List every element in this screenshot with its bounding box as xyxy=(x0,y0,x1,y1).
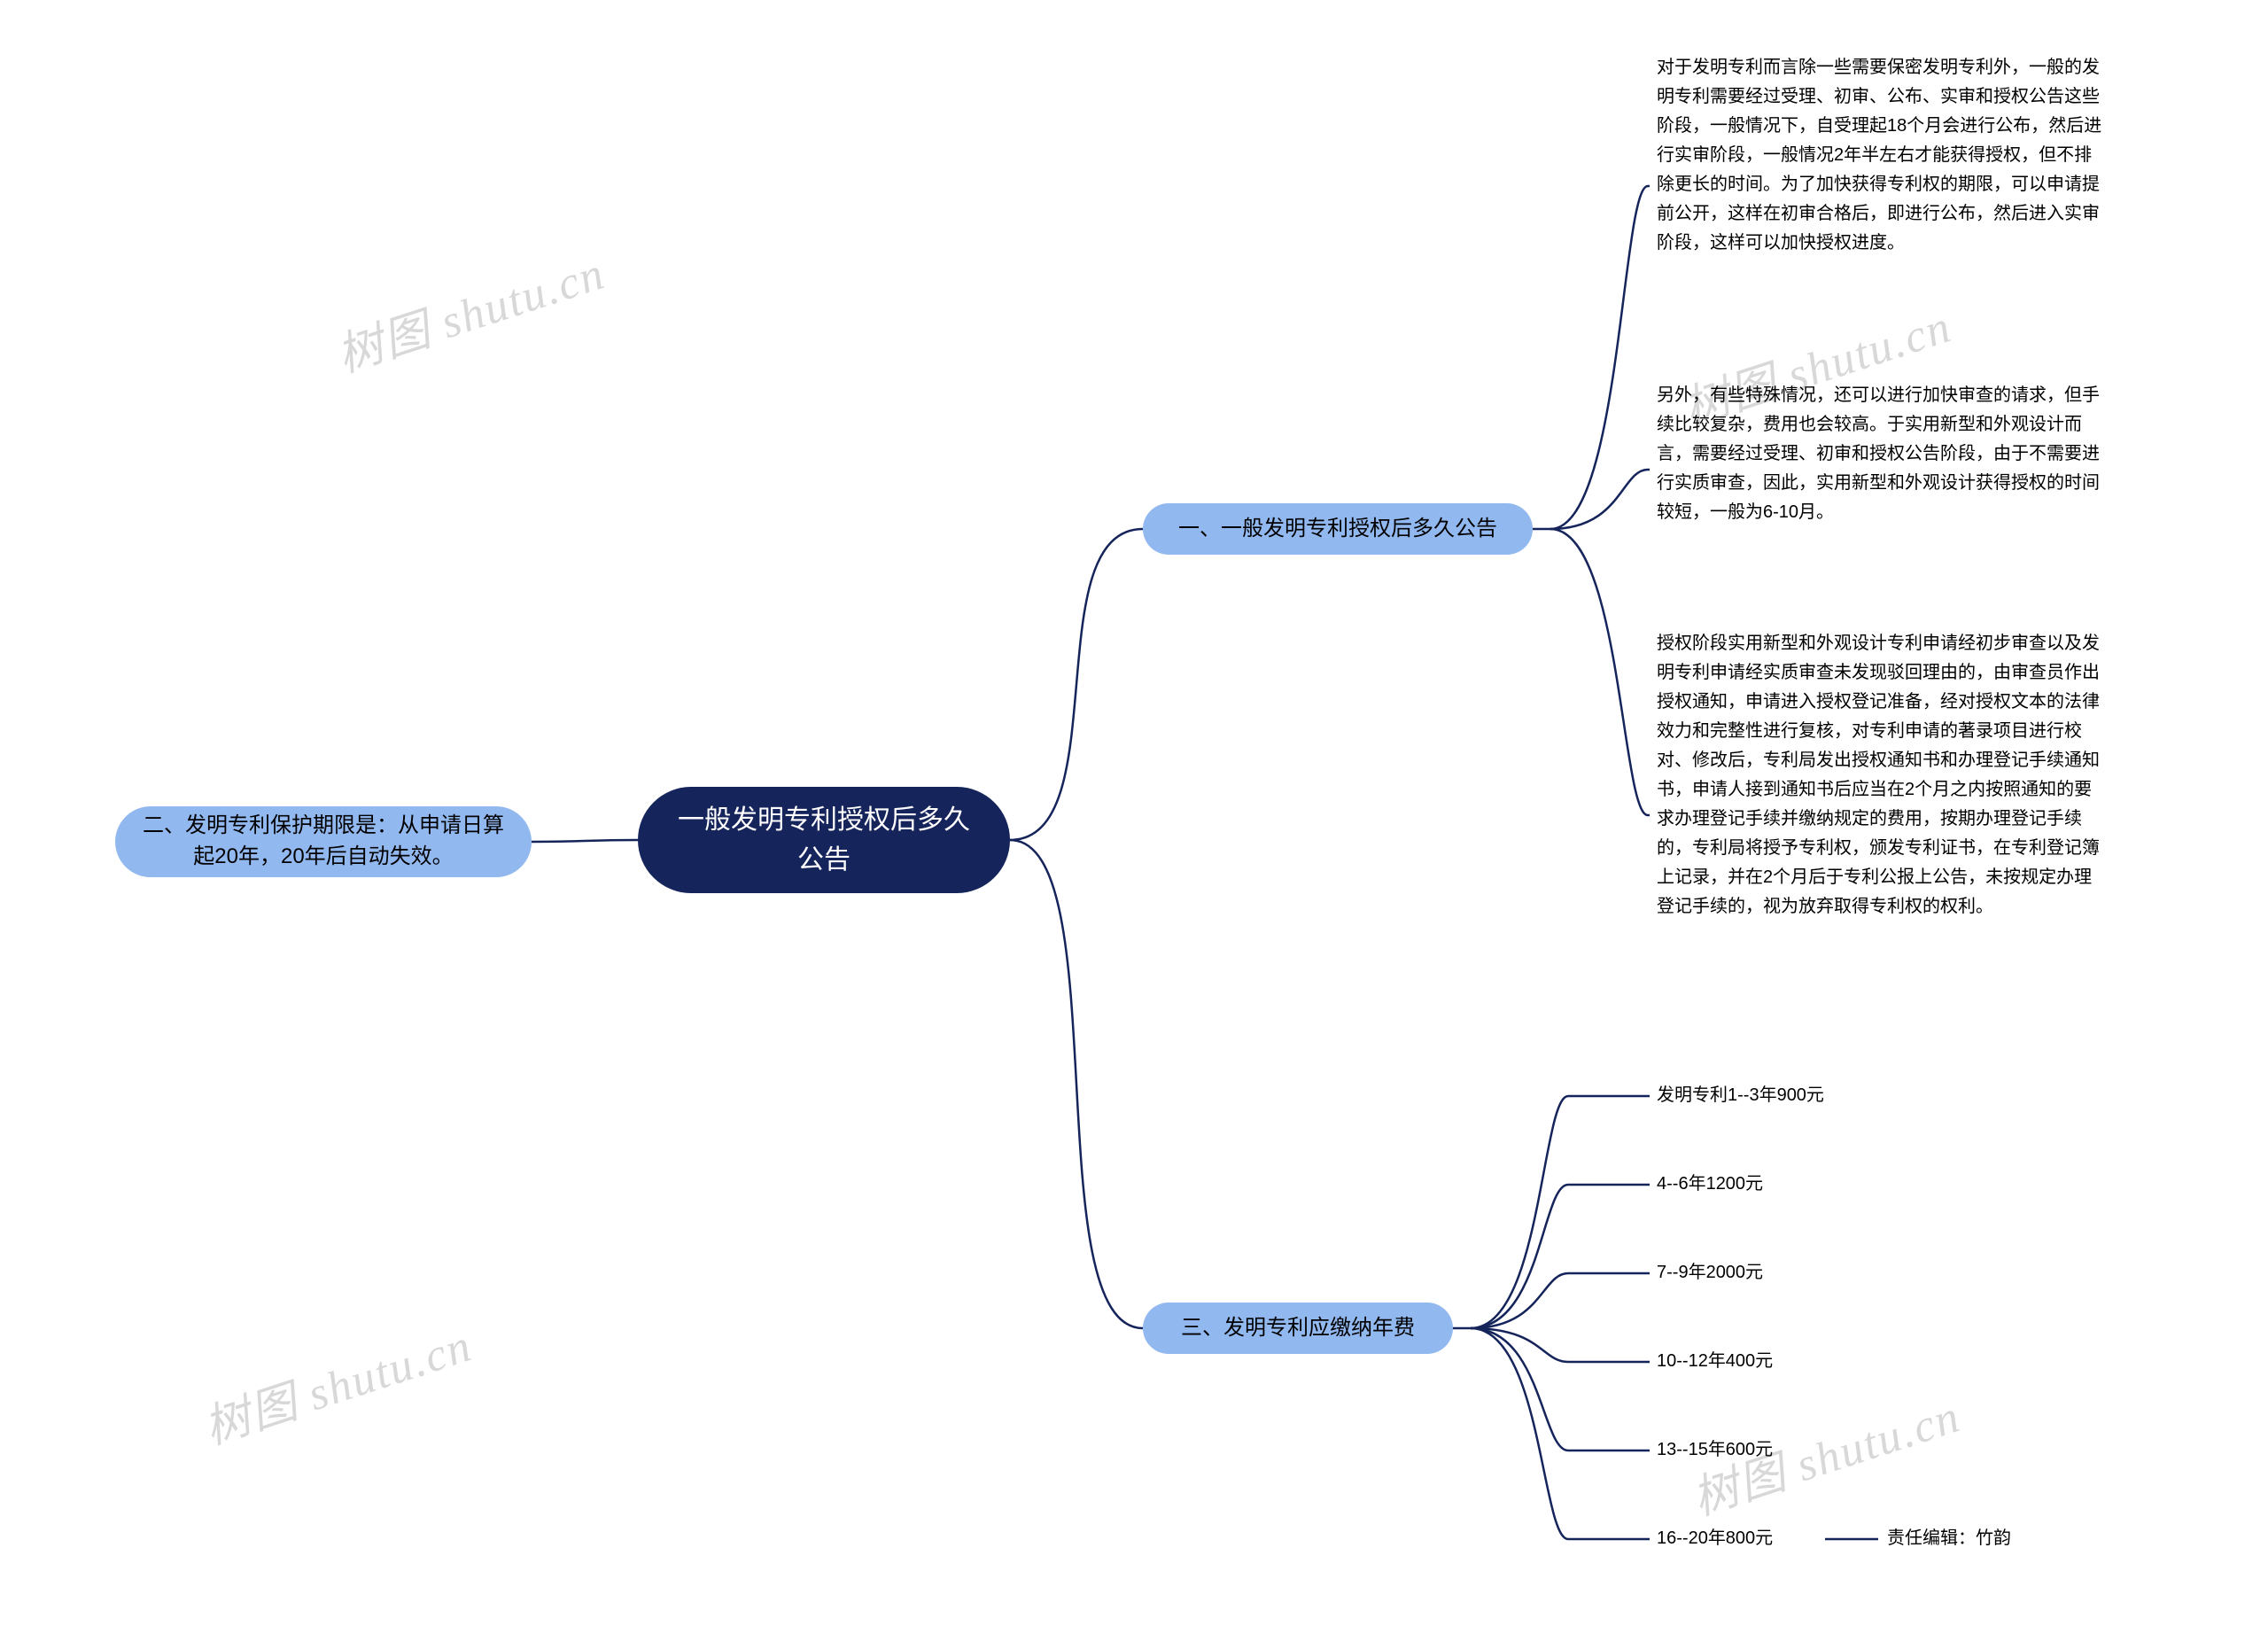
connector xyxy=(1471,1328,1568,1362)
b3-leaf-3: 10--12年400元 xyxy=(1657,1347,1825,1377)
branch-label: 一、一般发明专利授权后多久公告 xyxy=(1178,514,1497,545)
connector xyxy=(1471,1096,1568,1328)
branch-left[interactable]: 二、发明专利保护期限是：从申请日算起20年，20年后自动失效。 xyxy=(115,806,532,877)
branch-b1[interactable]: 一、一般发明专利授权后多久公告 xyxy=(1143,503,1533,555)
connector xyxy=(1471,1185,1568,1328)
branch-b3[interactable]: 三、发明专利应缴纳年费 xyxy=(1143,1303,1453,1354)
branch-label: 三、发明专利应缴纳年费 xyxy=(1181,1313,1415,1344)
b1-leaf-1: 另外，有些特殊情况，还可以进行加快审查的请求，但手续比较复杂，费用也会较高。于实… xyxy=(1657,381,2109,558)
b1-leaf-0: 对于发明专利而言除一些需要保密发明专利外，一般的发明专利需要经过受理、初审、公布… xyxy=(1657,53,2109,319)
watermark: 树图 shutu.cn xyxy=(327,236,612,385)
root-node[interactable]: 一般发明专利授权后多久公告 xyxy=(638,787,1010,893)
watermark: 树图 shutu.cn xyxy=(194,1308,479,1457)
connector xyxy=(1471,1328,1568,1539)
connector xyxy=(1550,186,1648,529)
connector xyxy=(1550,470,1648,529)
connector xyxy=(532,840,638,842)
b3-leaf-1: 4--6年1200元 xyxy=(1657,1170,1816,1200)
connector xyxy=(1471,1273,1568,1328)
b1-leaf-2: 授权阶段实用新型和外观设计专利申请经初步审查以及发明专利申请经实质审查未发现驳回… xyxy=(1657,629,2109,1001)
connector xyxy=(1010,840,1143,1328)
connector xyxy=(1471,1328,1568,1450)
connector xyxy=(1010,529,1143,840)
b3-leaf-2: 7--9年2000元 xyxy=(1657,1258,1816,1288)
connector xyxy=(1550,529,1648,815)
b3-leaf-5-sub: 责任编辑：竹韵 xyxy=(1887,1524,2047,1554)
branch-label: 二、发明专利保护期限是：从申请日算起20年，20年后自动失效。 xyxy=(140,811,507,873)
b3-leaf-4: 13--15年600元 xyxy=(1657,1435,1825,1466)
root-label: 一般发明专利授权后多久公告 xyxy=(673,800,975,880)
b3-leaf-0: 发明专利1--3年900元 xyxy=(1657,1081,1887,1111)
b3-leaf-5: 16--20年800元 xyxy=(1657,1524,1825,1554)
